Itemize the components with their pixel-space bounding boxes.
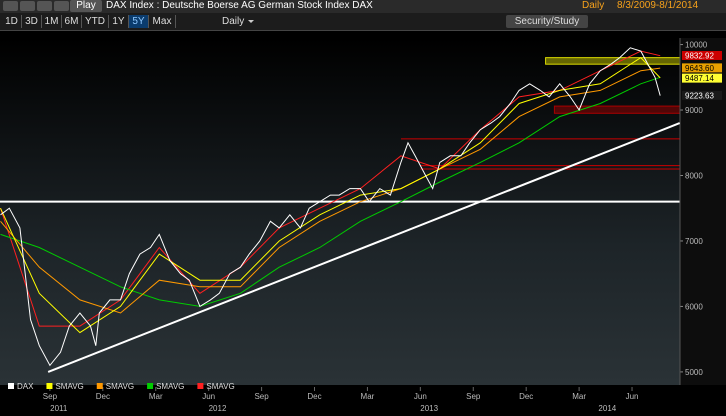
nav-last[interactable] [54,1,69,11]
series-line [0,76,661,307]
play-button[interactable]: Play [70,0,102,12]
legend-label: SMAVG [156,382,184,391]
chart: 5000 6000 7000 8000 9000 10000 Sep Dec Mar Jun Sep… [0,38,726,416]
x-tick-label: Dec [307,392,321,401]
y-tick-label: 7000 [685,237,703,246]
x-tick-label: Sep [254,392,269,401]
nav-first[interactable] [3,1,18,11]
price-tag [682,50,722,60]
range-button[interactable]: YTD [82,15,109,28]
price-tag-label: 9832.92 [685,51,714,60]
price-tag [682,90,722,100]
x-tick-label: Dec [96,392,110,401]
x-tick-label: Jun [626,392,639,401]
year-label: 2012 [209,404,227,413]
y-tick-label: 6000 [685,302,703,311]
frequency-label: Daily [582,0,605,11]
legend-swatch [147,383,154,389]
nav-next[interactable] [37,1,52,11]
range-button[interactable]: 6M [62,15,82,28]
x-tick-label: Jun [414,392,427,401]
range-bar: Daily Security/Study 1D 3D 1M 6M YTD 1Y 5Y Max [0,13,726,31]
frequency-dropdown[interactable]: Daily [222,15,256,28]
x-tick-label: Jun [202,392,215,401]
legend-label: SMAVG [55,382,83,391]
x-tick-label: Dec [519,392,533,401]
x-axis-background [0,385,726,416]
legend-swatch [96,383,103,389]
x-tick-label: Mar [572,392,586,401]
series-line [0,56,661,334]
legend-label: SMAVG [206,382,234,391]
range-button[interactable]: 5Y [129,15,149,28]
range-button[interactable]: 1M [42,15,62,28]
nav-prev[interactable] [20,1,35,11]
series-line [0,47,661,367]
security-study-button[interactable]: Security/Study [506,15,588,28]
legend-swatch [197,383,204,389]
date-range: 8/3/2009-8/1/2014 [617,0,699,11]
range-button[interactable]: 1D [2,15,22,28]
y-tick-label: 8000 [685,171,703,180]
legend-swatch [8,383,14,389]
year-label: 2011 [50,404,68,413]
range-button[interactable]: 1Y [109,15,129,28]
price-tag-label: 9487.14 [685,74,714,83]
range-button[interactable]: 3D [22,15,42,28]
price-tag-label: 9643.60 [685,64,714,73]
price-tag-label: 9223.63 [685,91,714,100]
security-title: DAX Index : Deutsche Boerse AG German St… [106,0,373,11]
title-bar: Play DAX Index : Deutsche Boerse AG Germ… [0,0,726,13]
legend-label: SMAVG [106,382,134,391]
range-button[interactable]: Max [149,15,176,28]
x-tick-label: Mar [361,392,375,401]
year-label: 2013 [420,404,438,413]
x-tick-label: Sep [43,392,58,401]
legend-label: DAX [17,382,34,391]
axis-background [680,38,726,385]
price-tag [682,63,722,73]
series-line [0,50,661,327]
legend-swatch [46,383,53,389]
y-tick-label: 5000 [685,368,703,377]
y-tick-label: 9000 [685,106,703,115]
year-label: 2014 [598,404,616,413]
trendline [47,122,681,373]
y-tick-label: 10000 [685,41,708,50]
x-tick-label: Sep [466,392,481,401]
price-tag [682,73,722,83]
x-tick-label: Mar [149,392,163,401]
